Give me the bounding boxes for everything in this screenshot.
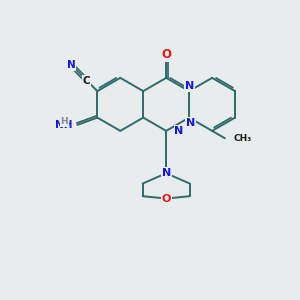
Text: N: N — [186, 118, 195, 128]
Text: N: N — [162, 168, 171, 178]
Text: H: H — [60, 117, 68, 126]
Text: N: N — [67, 60, 76, 70]
Text: C: C — [83, 76, 91, 85]
Text: O: O — [161, 48, 171, 62]
Text: CH₃: CH₃ — [233, 134, 251, 143]
Text: O: O — [161, 194, 171, 203]
Text: N: N — [184, 81, 194, 91]
Text: NH: NH — [55, 120, 72, 130]
Text: N: N — [174, 126, 184, 136]
